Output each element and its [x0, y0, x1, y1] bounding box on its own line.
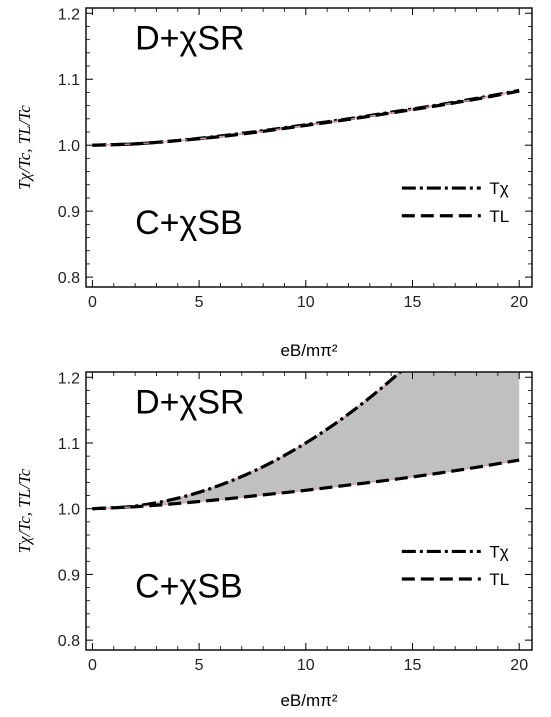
y-tick-label: 1.2 — [58, 370, 80, 387]
shaded-region — [92, 372, 520, 509]
plot-frame — [85, 7, 533, 288]
y-tick-label: 0.8 — [58, 633, 80, 650]
series-line-tl — [92, 458, 520, 511]
chart-panel-1: 0 5 10 15 20 0.8 0.9 1.0 1.1 1.2 D+χSR C+χSB Tχ TL eB/… — [15, 6, 533, 360]
series-line-tchi — [92, 372, 403, 511]
y-tick-label: 1.2 — [58, 6, 80, 23]
plot-frame — [85, 371, 533, 651]
y-axis-title: Tχ/Tc, TL/Tc — [15, 105, 34, 190]
x-tick-label: 0 — [88, 294, 97, 311]
legend-label: TL — [489, 207, 509, 226]
y-tick-label: 0.9 — [58, 204, 80, 221]
x-tick-label: 20 — [510, 657, 528, 674]
x-tick-label: 5 — [195, 657, 204, 674]
x-tick-label: 20 — [510, 294, 528, 311]
y-tick-label: 0.9 — [58, 567, 80, 584]
series-line-tl — [92, 89, 520, 147]
x-axis-title: eB/mπ² — [280, 341, 337, 360]
legend-label: Tχ — [489, 542, 508, 561]
x-tick-label: 15 — [404, 657, 422, 674]
y-axis-title: Tχ/Tc, TL/Tc — [15, 468, 34, 553]
x-tick-label: 10 — [297, 657, 315, 674]
x-axis-title: eB/mπ² — [280, 691, 337, 710]
x-tick-label: 5 — [195, 294, 204, 311]
x-tick-label: 0 — [88, 657, 97, 674]
region-label-upper: D+χSR — [135, 20, 245, 58]
region-label-upper: D+χSR — [135, 383, 245, 421]
x-tick-label: 15 — [404, 294, 422, 311]
y-tick-label: 0.8 — [58, 270, 80, 287]
region-label-lower: C+χSB — [135, 567, 243, 605]
x-tick-label: 10 — [297, 294, 315, 311]
series-line-tchi — [92, 88, 520, 147]
legend-label: Tχ — [489, 179, 508, 198]
region-label-lower: C+χSB — [135, 204, 243, 242]
y-tick-label: 1.1 — [58, 436, 80, 453]
y-tick-label: 1.1 — [58, 72, 80, 89]
chart-panel-2: 0 5 10 15 20 0.8 0.9 1.0 1.1 1.2 D+χSR C+χSB Tχ TL eB/… — [15, 370, 533, 710]
legend-label: TL — [489, 570, 509, 589]
y-tick-label: 1.0 — [58, 138, 80, 155]
y-tick-label: 1.0 — [58, 502, 80, 519]
